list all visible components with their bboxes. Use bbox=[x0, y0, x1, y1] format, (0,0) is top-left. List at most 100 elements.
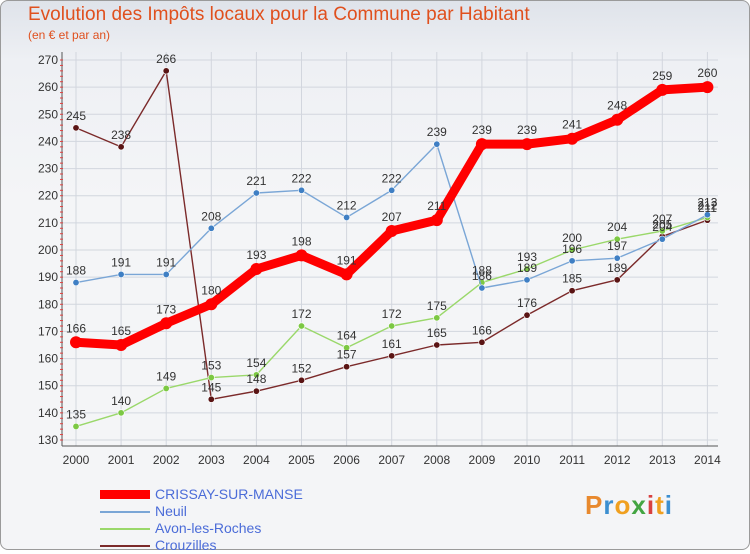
data-label-neuil: 239 bbox=[427, 125, 447, 139]
data-label-crissay-sur-manse: 239 bbox=[517, 123, 537, 137]
legend-item-avon-les-roches: Avon-les-Roches bbox=[100, 520, 420, 537]
data-label-crouzilles: 157 bbox=[337, 348, 357, 362]
point-neuil bbox=[523, 276, 531, 284]
point-crissay-sur-manse bbox=[115, 339, 128, 351]
data-label-neuil: 191 bbox=[156, 255, 176, 269]
x-tick-label: 2013 bbox=[649, 453, 676, 467]
legend-label: Avon-les-Roches bbox=[155, 520, 262, 536]
point-crissay-sur-manse bbox=[521, 138, 533, 151]
axes: 130 140 150 160 170 180 190 200 210 220 230 240 250 2… bbox=[38, 52, 721, 467]
data-label-crissay-sur-manse: 211 bbox=[427, 199, 446, 213]
point-crissay-sur-manse bbox=[160, 317, 173, 330]
logo-letter: o bbox=[614, 490, 632, 520]
data-label-avon-les-roches: 135 bbox=[66, 407, 86, 421]
data-label-crissay-sur-manse: 173 bbox=[156, 302, 176, 316]
data-label-avon-les-roches: 154 bbox=[246, 356, 266, 370]
data-label-crissay-sur-manse: 241 bbox=[562, 118, 582, 132]
data-label-crouzilles: 161 bbox=[382, 337, 402, 351]
point-neuil bbox=[613, 254, 621, 262]
legend-swatch bbox=[100, 528, 150, 530]
data-label-crouzilles: 165 bbox=[427, 326, 447, 340]
data-label-avon-les-roches: 149 bbox=[156, 369, 176, 383]
data-label-avon-les-roches: 212 bbox=[697, 198, 717, 212]
point-crissay-sur-manse bbox=[70, 336, 82, 349]
x-tick-label: 2011 bbox=[559, 453, 585, 467]
y-tick-label: 190 bbox=[38, 270, 58, 284]
point-avon-les-roches bbox=[613, 235, 621, 243]
data-label-avon-les-roches: 172 bbox=[382, 307, 402, 321]
legend-swatch bbox=[100, 545, 150, 547]
data-label-crissay-sur-manse: 198 bbox=[291, 234, 311, 248]
point-crouzilles bbox=[433, 341, 441, 349]
data-label-neuil: 196 bbox=[562, 242, 582, 256]
point-neuil bbox=[297, 186, 305, 194]
x-tick-label: 2003 bbox=[198, 453, 225, 467]
point-crouzilles bbox=[613, 276, 621, 284]
point-crouzilles bbox=[207, 395, 215, 403]
data-label-neuil: 213 bbox=[697, 196, 717, 210]
data-label-crouzilles: 266 bbox=[156, 52, 176, 66]
point-neuil bbox=[343, 213, 351, 221]
data-label-crouzilles: 245 bbox=[66, 109, 86, 123]
y-tick-label: 200 bbox=[38, 243, 58, 257]
data-label-crissay-sur-manse: 166 bbox=[66, 321, 86, 335]
point-crissay-sur-manse bbox=[205, 298, 218, 311]
point-avon-les-roches bbox=[72, 422, 80, 430]
point-avon-les-roches bbox=[343, 344, 351, 352]
proxiti-logo: Proxiti bbox=[585, 490, 673, 521]
data-label-crissay-sur-manse: 248 bbox=[607, 99, 627, 113]
data-label-crouzilles: 211 bbox=[698, 201, 717, 215]
point-neuil bbox=[568, 257, 576, 265]
point-crouzilles bbox=[388, 352, 396, 360]
point-crouzilles bbox=[478, 338, 486, 346]
data-labels: 245 238 266 145 148 152 157 161 165 166 176 185 189 2… bbox=[66, 52, 718, 422]
legend-swatch bbox=[100, 490, 150, 499]
data-label-crouzilles: 176 bbox=[517, 296, 537, 310]
point-crissay-sur-manse bbox=[611, 113, 624, 126]
point-neuil bbox=[658, 235, 666, 243]
data-label-neuil: 221 bbox=[246, 174, 266, 188]
y-tick-label: 170 bbox=[38, 324, 58, 338]
point-crissay-sur-manse bbox=[475, 138, 488, 151]
data-label-crouzilles: 189 bbox=[607, 261, 627, 275]
x-tick-label: 2002 bbox=[153, 453, 180, 467]
point-neuil bbox=[388, 186, 396, 194]
point-avon-les-roches bbox=[388, 322, 396, 330]
chart-title: Evolution des Impôts locaux pour la Comm… bbox=[28, 4, 530, 25]
y-tick-label: 130 bbox=[38, 433, 58, 447]
x-tick-label: 2005 bbox=[288, 453, 315, 467]
x-tick-label: 2014 bbox=[694, 453, 721, 467]
point-neuil bbox=[117, 270, 125, 278]
point-crissay-sur-manse bbox=[701, 81, 714, 94]
data-label-crouzilles: 185 bbox=[562, 272, 582, 286]
data-label-crissay-sur-manse: 165 bbox=[111, 324, 131, 338]
point-crissay-sur-manse bbox=[566, 132, 579, 145]
data-label-avon-les-roches: 164 bbox=[337, 329, 357, 343]
x-tick-label: 2008 bbox=[423, 453, 450, 467]
point-crissay-sur-manse bbox=[295, 249, 308, 262]
legend-label: CRISSAY-SUR-MANSE bbox=[155, 486, 303, 502]
data-label-neuil: 222 bbox=[382, 171, 402, 185]
data-label-avon-les-roches: 188 bbox=[472, 264, 492, 278]
data-label-neuil: 208 bbox=[201, 209, 221, 223]
y-tick-label: 250 bbox=[38, 107, 58, 121]
data-label-crouzilles: 205 bbox=[652, 217, 672, 231]
data-label-avon-les-roches: 172 bbox=[291, 307, 311, 321]
data-label-neuil: 204 bbox=[652, 220, 672, 234]
legend-item-crissay-sur-manse: CRISSAY-SUR-MANSE bbox=[100, 486, 420, 503]
data-label-neuil: 197 bbox=[607, 239, 627, 253]
legend-label: Crouzilles bbox=[155, 537, 217, 553]
point-avon-les-roches bbox=[162, 384, 170, 392]
data-label-crouzilles: 166 bbox=[472, 323, 492, 337]
legend: CRISSAY-SUR-MANSE Neuil Avon-les-Roches Cro… bbox=[100, 486, 420, 554]
y-tick-label: 160 bbox=[38, 352, 58, 366]
legend-label: Neuil bbox=[155, 503, 187, 519]
x-tick-label: 2001 bbox=[108, 453, 135, 467]
data-label-avon-les-roches: 200 bbox=[562, 231, 582, 245]
point-neuil bbox=[703, 211, 711, 219]
data-label-crissay-sur-manse: 180 bbox=[201, 283, 221, 297]
point-neuil bbox=[72, 279, 80, 287]
data-label-crouzilles: 238 bbox=[111, 128, 131, 142]
data-label-neuil: 191 bbox=[111, 255, 131, 269]
